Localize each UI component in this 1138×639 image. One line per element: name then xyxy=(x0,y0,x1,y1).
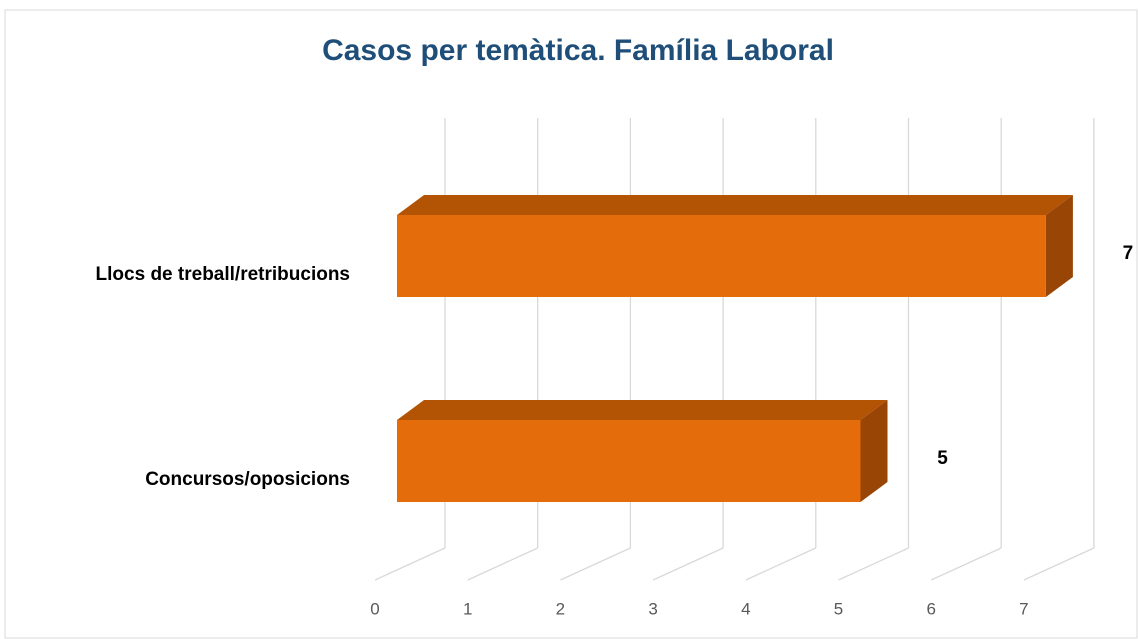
bar xyxy=(397,400,888,502)
x-tick-label: 1 xyxy=(463,599,472,618)
floor-line xyxy=(652,547,724,581)
category-label: Llocs de treball/retribucions xyxy=(96,264,350,285)
x-tick-label: 5 xyxy=(834,599,843,618)
floor-line xyxy=(745,547,817,581)
bar-side xyxy=(1045,195,1073,297)
value-label: 7 xyxy=(1123,243,1134,264)
bar-front xyxy=(397,420,861,502)
floor-line xyxy=(838,547,909,581)
x-tick-label: 7 xyxy=(1019,599,1028,618)
bar-top xyxy=(397,400,888,420)
floor-line xyxy=(374,547,446,581)
bar-top xyxy=(397,195,1073,215)
bar xyxy=(397,195,1073,297)
floor-line xyxy=(930,547,1002,581)
x-tick-label: 2 xyxy=(556,599,565,618)
floor-line xyxy=(560,547,631,581)
x-tick-label: 0 xyxy=(370,599,379,618)
value-label: 5 xyxy=(937,448,948,469)
category-label: Concursos/oposicions xyxy=(145,469,350,490)
bar-front xyxy=(397,215,1046,297)
chart-title: Casos per temàtica. Família Laboral xyxy=(322,34,834,67)
bar-side xyxy=(860,400,888,502)
floor-line xyxy=(467,547,538,581)
x-tick-label: 3 xyxy=(648,599,657,618)
chart-border xyxy=(4,9,1138,639)
x-tick-label: 4 xyxy=(741,599,750,618)
x-tick-label: 6 xyxy=(926,599,935,618)
floor-line xyxy=(1023,547,1095,581)
